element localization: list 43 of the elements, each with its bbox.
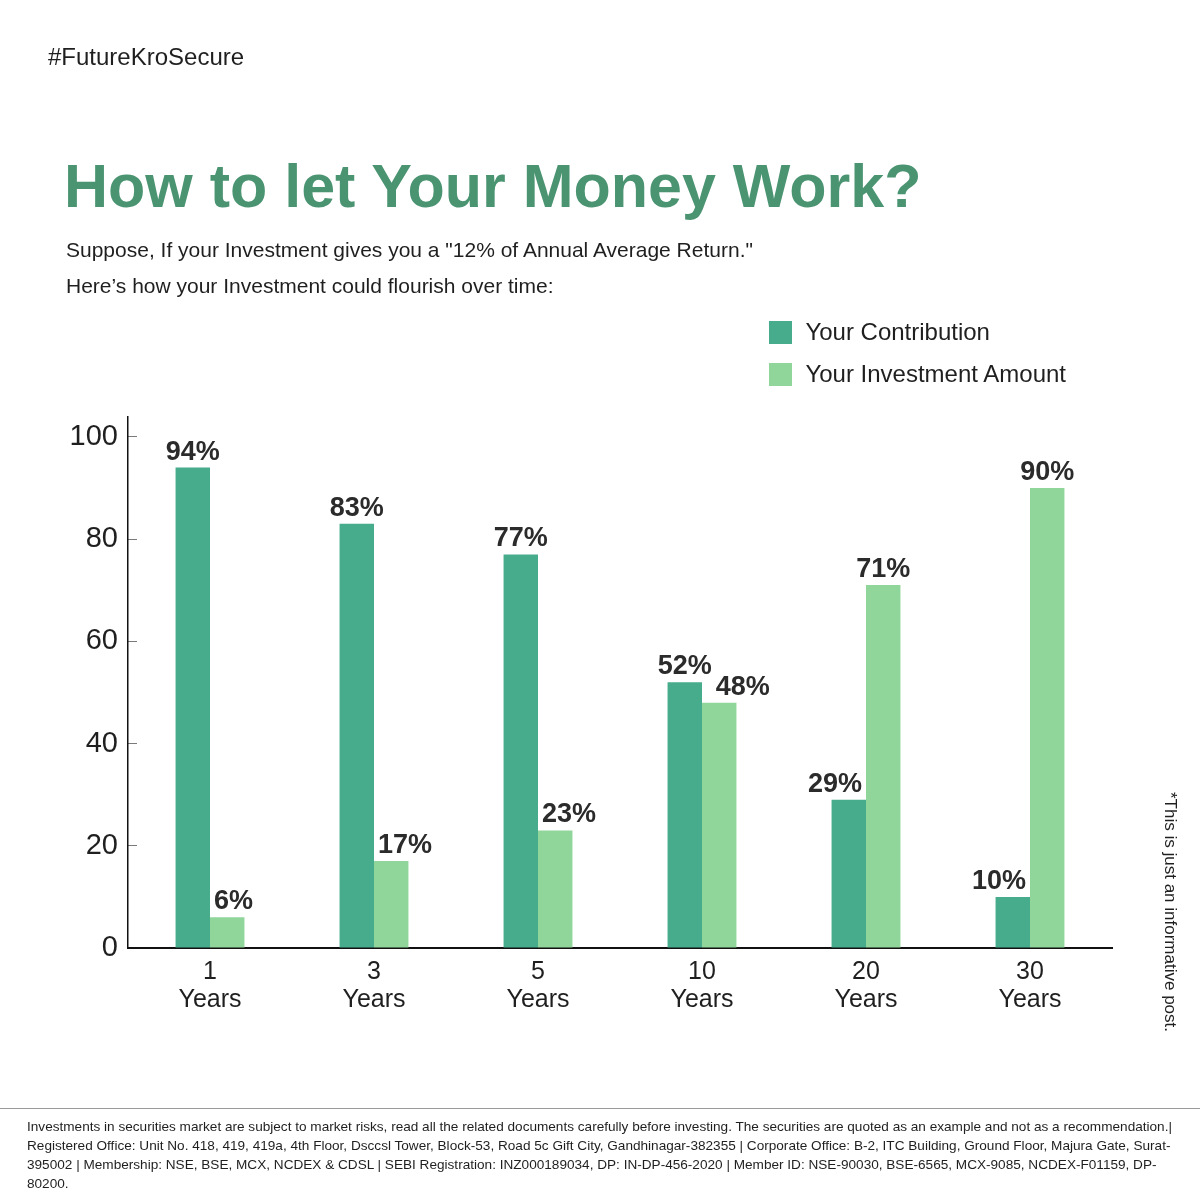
- x-tick-label: 5 Years: [506, 955, 570, 1012]
- data-label: 52%: [657, 650, 712, 681]
- bar: [1030, 487, 1065, 948]
- data-label: 94%: [165, 435, 220, 466]
- bar: [503, 554, 538, 948]
- x-tick-label: 3 Years: [342, 955, 406, 1012]
- x-tick-label: 10 Years: [670, 955, 734, 1012]
- bar: [374, 861, 409, 948]
- y-tick-label: 60: [85, 623, 118, 656]
- data-label: 90%: [1020, 455, 1075, 486]
- data-label: 83%: [329, 491, 384, 522]
- data-label: 48%: [715, 670, 770, 701]
- bar: [702, 702, 737, 948]
- text: #FutureKroSecure: [48, 43, 245, 71]
- bar: [339, 523, 374, 948]
- data-label: 10%: [971, 864, 1027, 895]
- data-label: 17%: [378, 829, 433, 860]
- data-label: 71%: [856, 553, 911, 584]
- legend-label: Your Investment Amount: [805, 360, 1066, 388]
- data-label: 29%: [807, 767, 863, 798]
- y-tick-label: 80: [85, 521, 118, 554]
- data-label: 77%: [493, 522, 548, 553]
- bar: [866, 585, 901, 948]
- text: Investments in securities market are subject to market risks, read all the related documents carefully before investing. The securities are quoted as an example and not as a recommendation.| Registered Office: Unit No. 418, 419, 419a, 4th Floor, Dsccsl Tower, Block-53, Road 5c Gift City, Gandhinagar-382355 | Corporate Office: B-2, ITC Building, Ground Floor, Majura Gate, Surat-395002 | Membership: NSE, BSE, MCX, NCDEX & CDSL | SEBI Registration: INZ000189034, DP: IN-DP-456-2020 | Member ID: NSE-90030, BSE-6565, MCX-9085, NCDEX-F01159, DP- 80200.: [0, 1108, 1200, 1193]
- y-tick-label: 40: [85, 725, 118, 758]
- text: *This is just an informative post.: [1160, 792, 1180, 1032]
- data-label: 6%: [214, 885, 254, 916]
- bar: [995, 896, 1030, 948]
- y-tick-label: 20: [85, 827, 118, 860]
- x-tick-label: 20 Years: [834, 955, 898, 1012]
- chart-title: How to let Your Money Work?: [64, 151, 922, 222]
- y-tick-label: 0: [101, 930, 118, 962]
- bar: [175, 467, 210, 948]
- data-label: 23%: [542, 798, 597, 829]
- x-tick-label: 1 Years: [178, 955, 242, 1012]
- bar: [210, 917, 245, 948]
- x-tick-label: 30 Years: [998, 955, 1062, 1012]
- bar: [831, 799, 866, 948]
- legend-label: Your Contribution: [805, 318, 990, 346]
- chart-subtitle: Suppose, If your Investment gives you a "12% of Annual Average Return." Here’s how your Investment could flourish over time:: [66, 237, 753, 299]
- bar: [538, 830, 573, 948]
- bar: [667, 682, 702, 948]
- y-tick-label: 100: [69, 418, 118, 451]
